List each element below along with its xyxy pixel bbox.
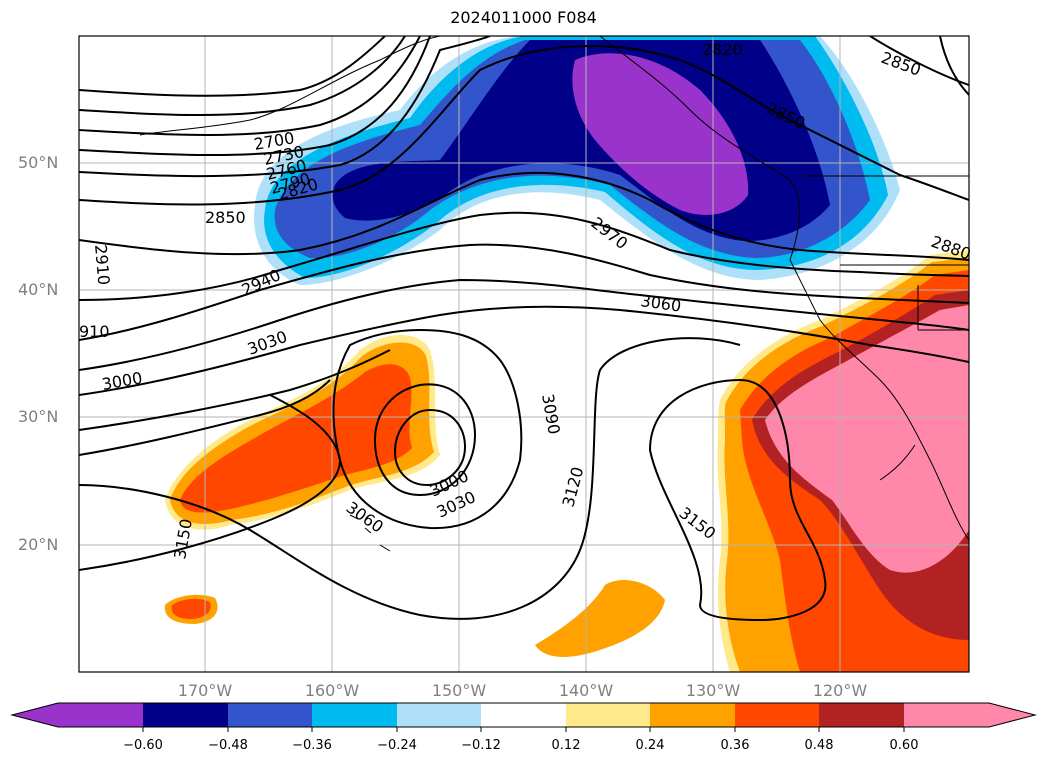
- colorbar-segment: [566, 703, 650, 727]
- colorbar-tick-label: −0.60: [123, 738, 163, 753]
- contour-label: 910: [79, 322, 110, 341]
- colorbar-tick-label: −0.12: [461, 738, 501, 753]
- colorbar-segment: [58, 703, 143, 727]
- contour-label: 2850: [205, 208, 246, 227]
- lat-label-30n: 30°N: [18, 407, 59, 426]
- borders: [805, 175, 969, 331]
- colorbar-tick-label: 0.24: [635, 738, 665, 753]
- contour-label: 2820: [702, 40, 743, 59]
- graticule: [79, 36, 969, 672]
- positive-anomaly-central: [164, 335, 665, 657]
- colorbar-segment: [650, 703, 735, 727]
- colorbar-tick-label: −0.48: [208, 738, 248, 753]
- colorbar-tick-label: 0.36: [720, 738, 750, 753]
- map-frame: [78, 35, 970, 673]
- colorbar-extend-high: [989, 703, 1035, 727]
- height-contours: [79, 36, 969, 622]
- lat-label-40n: 40°N: [18, 280, 59, 299]
- colorbar-segment: [481, 703, 566, 727]
- colorbar-segment: [904, 703, 989, 727]
- lat-label-20n: 20°N: [18, 535, 59, 554]
- colorbar-segment: [735, 703, 819, 727]
- colorbar-tick-label: 0.12: [551, 738, 581, 753]
- colorbar-tick-label: −0.24: [377, 738, 417, 753]
- colorbar-tick-label: −0.36: [292, 738, 332, 753]
- lon-label-130w: 130°W: [685, 681, 741, 700]
- contour-label: 2910: [91, 244, 113, 286]
- colorbar-extend-low: [12, 703, 58, 727]
- coastlines: [139, 36, 969, 552]
- colorbar-segment: [397, 703, 481, 727]
- positive-anomaly-east: [717, 250, 969, 672]
- colorbar-tick-label: 0.48: [804, 738, 834, 753]
- colorbar-tick-label: 0.60: [889, 738, 919, 753]
- colorbar-segment: [143, 703, 228, 727]
- lon-label-120w: 120°W: [812, 681, 868, 700]
- colorbar: [10, 702, 1037, 732]
- colorbar-segment: [312, 703, 397, 727]
- lon-label-160w: 160°W: [304, 681, 360, 700]
- map-title: 2024011000 F084: [450, 8, 597, 27]
- lat-label-50n: 50°N: [18, 153, 59, 172]
- colorbar-segment: [819, 703, 904, 727]
- lon-label-140w: 140°W: [558, 681, 614, 700]
- lon-label-170w: 170°W: [177, 681, 233, 700]
- colorbar-segment: [228, 703, 312, 727]
- lon-label-150w: 150°W: [431, 681, 487, 700]
